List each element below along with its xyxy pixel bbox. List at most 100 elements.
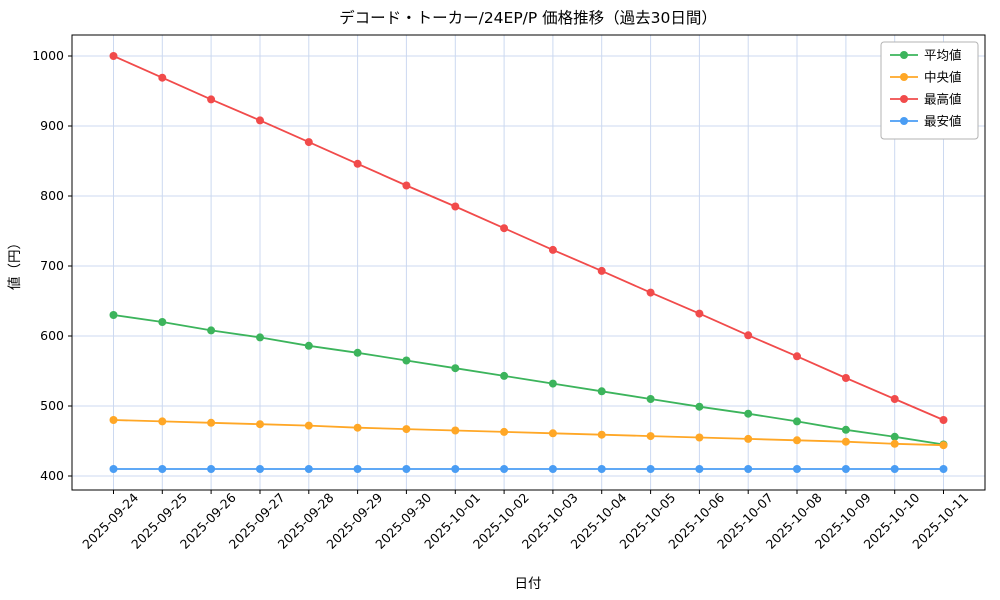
y-tick-label: 900 — [40, 118, 64, 133]
data-point — [744, 465, 753, 473]
data-point — [500, 465, 509, 473]
data-point — [793, 352, 801, 361]
data-point — [207, 95, 216, 104]
data-point — [451, 465, 460, 473]
data-point — [451, 202, 460, 211]
legend-label: 中央値 — [924, 70, 962, 85]
data-point — [353, 159, 362, 168]
legend-label: 最安値 — [924, 114, 962, 129]
series-line — [113, 419, 944, 447]
series-1 — [109, 416, 948, 450]
data-point — [597, 430, 606, 439]
data-point — [500, 427, 509, 436]
plot-area — [72, 35, 985, 490]
data-point — [695, 309, 704, 318]
data-point — [500, 371, 509, 380]
y-tick-label: 1000 — [32, 48, 64, 63]
data-point — [744, 331, 753, 340]
x-axis-label: 日付 — [515, 576, 542, 592]
series-line — [113, 55, 944, 421]
data-point — [304, 465, 313, 473]
data-point — [890, 432, 899, 441]
data-point — [304, 138, 313, 147]
data-point — [597, 266, 606, 275]
data-point — [646, 432, 655, 441]
data-point — [646, 288, 655, 297]
data-point — [548, 245, 557, 254]
data-point — [646, 465, 655, 473]
y-axis-label: 値（円） — [7, 236, 23, 290]
data-point — [304, 421, 313, 430]
data-point — [402, 356, 411, 365]
legend-marker — [900, 73, 908, 81]
data-point — [207, 418, 216, 427]
data-point — [207, 465, 216, 473]
legend-marker — [900, 117, 908, 125]
data-point — [109, 52, 118, 60]
legend-box — [880, 41, 979, 140]
series-2 — [109, 52, 948, 424]
y-tick-label: 400 — [40, 468, 64, 483]
data-point — [304, 341, 313, 350]
series-line — [113, 314, 944, 446]
grid — [72, 35, 985, 490]
data-point — [597, 465, 606, 473]
series-group — [109, 52, 948, 473]
data-point — [158, 417, 167, 426]
data-point — [841, 437, 850, 446]
data-point — [646, 395, 655, 403]
data-point — [109, 311, 118, 319]
data-point — [353, 348, 362, 357]
data-point — [841, 374, 850, 382]
series-0 — [109, 311, 948, 449]
data-point — [158, 73, 167, 82]
data-point — [597, 387, 606, 396]
data-point — [939, 465, 948, 473]
data-point — [109, 465, 118, 473]
data-point — [500, 224, 509, 233]
data-point — [939, 416, 948, 424]
y-tick-label: 800 — [40, 188, 64, 203]
data-point — [695, 433, 704, 442]
data-point — [890, 439, 899, 448]
data-point — [548, 465, 557, 473]
data-point — [548, 429, 557, 438]
data-point — [890, 465, 899, 473]
data-point — [793, 465, 801, 473]
y-tick-label: 500 — [40, 398, 64, 413]
legend-marker — [900, 95, 908, 103]
axes-box — [71, 34, 986, 491]
data-point — [353, 465, 362, 473]
legend-label: 最高値 — [924, 92, 962, 107]
y-tick-label: 700 — [40, 258, 64, 273]
data-point — [402, 181, 411, 190]
data-point — [256, 420, 264, 429]
data-point — [841, 465, 850, 473]
data-point — [548, 379, 557, 388]
data-point — [353, 423, 362, 432]
data-point — [256, 116, 264, 125]
data-point — [890, 395, 899, 403]
data-point — [744, 409, 753, 418]
data-point — [695, 402, 704, 411]
data-point — [744, 434, 753, 443]
data-point — [451, 364, 460, 373]
data-point — [793, 417, 801, 426]
data-point — [695, 465, 704, 473]
legend-label: 平均値 — [924, 48, 962, 63]
data-point — [207, 326, 216, 335]
y-tick-label: 600 — [40, 328, 64, 343]
data-point — [451, 426, 460, 435]
data-point — [841, 425, 850, 434]
data-point — [939, 441, 948, 450]
data-point — [793, 436, 801, 445]
data-point — [402, 465, 411, 473]
data-point — [158, 465, 167, 473]
series-3 — [109, 465, 948, 473]
legend-marker — [900, 51, 908, 59]
data-point — [256, 465, 264, 473]
data-point — [158, 318, 167, 326]
